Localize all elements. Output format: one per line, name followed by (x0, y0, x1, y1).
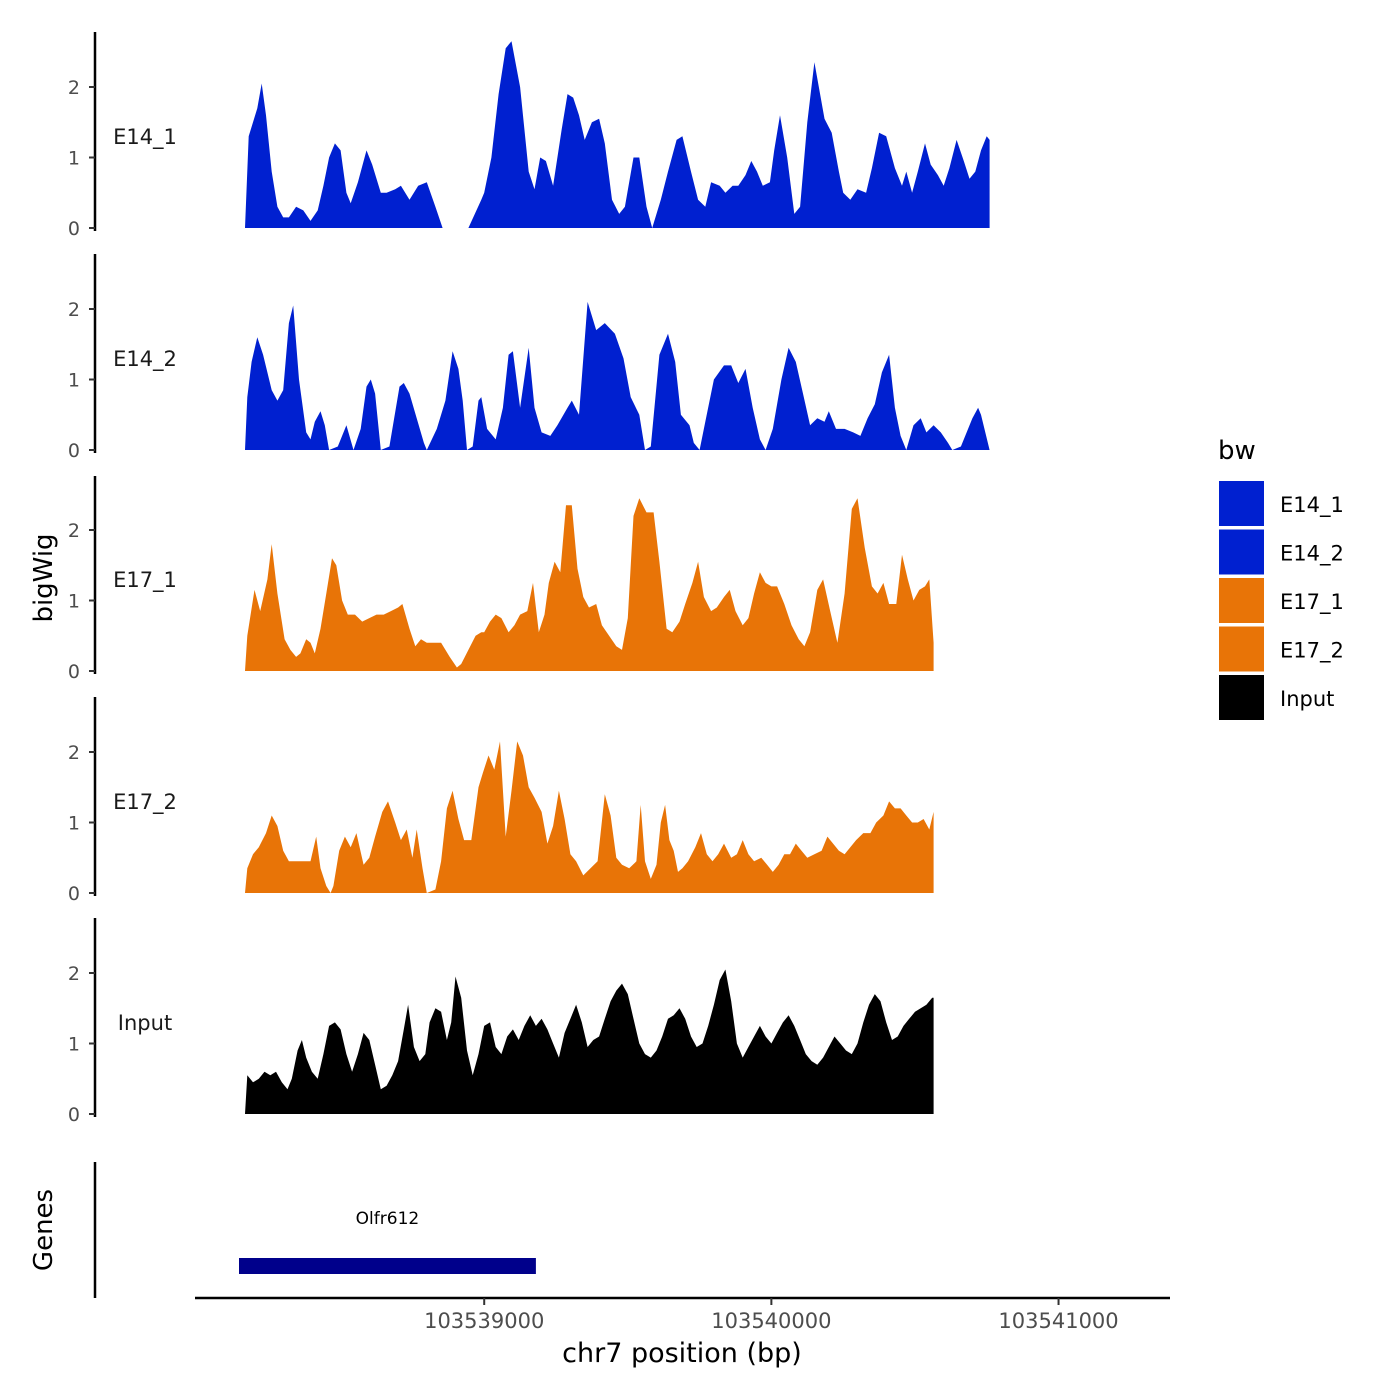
track-label: E14_2 (113, 347, 177, 372)
y-tick-label: 2 (68, 77, 80, 99)
track-input: 0 1 2 Input (68, 918, 934, 1126)
x-tick-label: 103539000 (424, 1309, 544, 1333)
y-tick-label: 1 (68, 813, 80, 835)
track-e14_2: 0 1 2 E14_2 (68, 254, 990, 462)
legend-swatch (1219, 529, 1264, 575)
legend-entry: E14_1 (1219, 481, 1344, 526)
y-tick-label: 1 (68, 370, 80, 392)
track-label: E17_2 (113, 790, 177, 815)
gene-body (239, 1258, 536, 1274)
y-tick-label: 0 (68, 883, 80, 905)
track-label: E17_1 (113, 568, 177, 593)
legend-swatch (1219, 481, 1264, 526)
coverage-area (245, 969, 934, 1114)
track-e14_1: 0 1 2 E14_1 (68, 32, 990, 240)
gene-label: Olfr612 (356, 1209, 420, 1229)
y-tick-label: 0 (68, 1104, 80, 1126)
y-tick-label: 2 (68, 742, 80, 764)
y-tick-label: 1 (68, 148, 80, 170)
genes-panel: Olfr612 (93, 1162, 536, 1298)
track-e17_1: 0 1 2 E17_1 (68, 476, 934, 683)
y-tick-label: 0 (68, 661, 80, 683)
y-tick-label: 0 (68, 440, 80, 462)
legend-entry: E14_2 (1219, 529, 1344, 575)
legend-swatch (1219, 675, 1264, 720)
legend-label: E17_1 (1280, 590, 1344, 615)
legend-entry: E17_1 (1219, 578, 1344, 623)
track-panels: 0 1 2 E14_1 0 1 2 E14_2 0 1 2 E17_1 0 1 2 E17_2 0 1 2 Input (68, 32, 990, 1126)
y-axis-title: bigWig (29, 533, 59, 622)
y-tick-label: 1 (68, 591, 80, 613)
y-tick-label: 2 (68, 299, 80, 321)
x-tick-label: 103541000 (998, 1309, 1118, 1333)
legend-entry: E17_2 (1219, 626, 1344, 672)
legend-swatch (1219, 626, 1264, 672)
legend-entry: Input (1219, 675, 1334, 720)
genes-axis-title: Genes (29, 1189, 59, 1271)
y-tick-label: 2 (68, 520, 80, 542)
legend: bw E14_1 E14_2 E17_1 E17_2 Input (1218, 436, 1344, 720)
legend-label: E14_2 (1280, 542, 1344, 567)
coverage-area (245, 301, 990, 450)
coverage-area (245, 41, 990, 229)
y-tick-label: 1 (68, 1034, 80, 1056)
legend-label: E14_1 (1280, 493, 1344, 518)
coverage-area (245, 741, 934, 893)
track-label: Input (118, 1011, 172, 1035)
x-tick-label: 103540000 (711, 1309, 831, 1333)
x-axis-title: chr7 position (bp) (562, 1338, 802, 1369)
y-tick-label: 2 (68, 963, 80, 985)
coverage-area (245, 498, 934, 671)
legend-label: Input (1280, 687, 1334, 711)
y-tick-label: 0 (68, 218, 80, 240)
x-axis: 103539000 103540000 103541000 (195, 1296, 1170, 1333)
legend-title: bw (1218, 436, 1256, 466)
track-label: E14_1 (113, 125, 177, 150)
legend-swatch (1219, 578, 1264, 623)
legend-label: E17_2 (1280, 639, 1344, 664)
track-e17_2: 0 1 2 E17_2 (68, 697, 934, 905)
